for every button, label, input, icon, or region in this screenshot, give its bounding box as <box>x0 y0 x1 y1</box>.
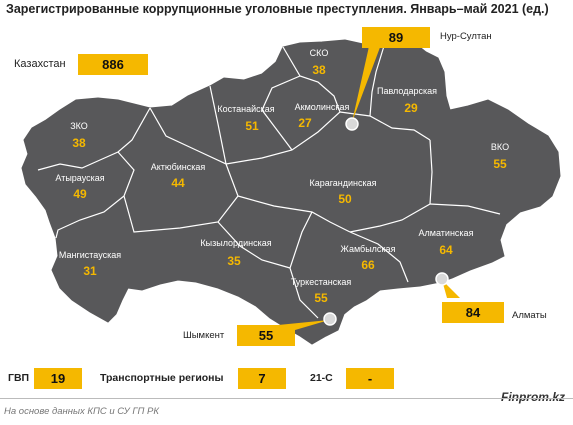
region-value: 55 <box>493 157 507 171</box>
nur-sultan-callout-pointer <box>352 42 382 122</box>
region-value: 50 <box>338 192 352 206</box>
region-value: 49 <box>73 187 87 201</box>
country-name: Казахстан <box>14 58 66 70</box>
region-borders <box>37 45 501 319</box>
region-value: 31 <box>83 264 97 278</box>
region-value: 38 <box>72 136 86 150</box>
region-value: 44 <box>171 176 185 190</box>
kazakhstan-outline <box>21 39 561 345</box>
region-name: Кызылординская <box>200 238 272 248</box>
region-name: Туркестанская <box>290 277 352 287</box>
map-title: Зарегистрированные коррупционные уголовн… <box>6 2 549 16</box>
region-value: 64 <box>439 243 453 257</box>
legend-value-gvp: 19 <box>34 368 82 389</box>
nur-sultan-label: Нур-Султан <box>440 31 492 42</box>
region-value: 35 <box>227 254 241 268</box>
legend-label-gvp: ГВП <box>8 372 30 384</box>
region-name: Павлодарская <box>377 86 437 96</box>
region-value: 51 <box>245 119 259 133</box>
region-name: Алматинская <box>418 228 474 238</box>
region-name: Актюбинская <box>150 162 206 172</box>
shymkent-value-box: 55 <box>237 325 295 346</box>
region-name: ВКО <box>490 142 510 152</box>
region-name: Жамбылская <box>340 244 396 254</box>
legend-label-transport: Транспортные регионы <box>100 372 224 384</box>
legend-label-21c: 21-С <box>310 372 333 384</box>
region-name: Акмолинская <box>294 102 350 112</box>
shymkent-marker <box>323 312 337 326</box>
legend-value-transport: 7 <box>238 368 286 389</box>
region-value: 29 <box>404 101 418 115</box>
region-name: Карагандинская <box>309 178 377 188</box>
region-name: ЗКО <box>70 121 88 131</box>
almaty-value-box: 84 <box>442 302 504 323</box>
source-note: На основе данных КПС и СУ ГП РК <box>4 406 159 417</box>
almaty-label: Алматы <box>512 310 547 321</box>
legend-value-21c: - <box>346 368 394 389</box>
region-name: Мангистауская <box>58 250 122 260</box>
nur-sultan-marker <box>345 117 359 131</box>
almaty-callout-pointer <box>442 280 460 298</box>
region-value: 27 <box>298 116 312 130</box>
region-name: Атырауская <box>55 173 105 183</box>
brand-logo: Finprom.kz <box>500 390 565 404</box>
nur-sultan-value-box: 89 <box>362 27 430 48</box>
region-value: 38 <box>312 63 326 77</box>
region-value: 55 <box>314 291 328 305</box>
shymkent-label: Шымкент <box>183 330 225 341</box>
country-value-box: 886 <box>78 54 148 75</box>
region-name: Костанайская <box>217 104 275 114</box>
footer-divider <box>0 398 573 399</box>
region-value: 66 <box>361 258 375 272</box>
region-name: СКО <box>309 48 329 58</box>
almaty-marker <box>435 272 449 286</box>
